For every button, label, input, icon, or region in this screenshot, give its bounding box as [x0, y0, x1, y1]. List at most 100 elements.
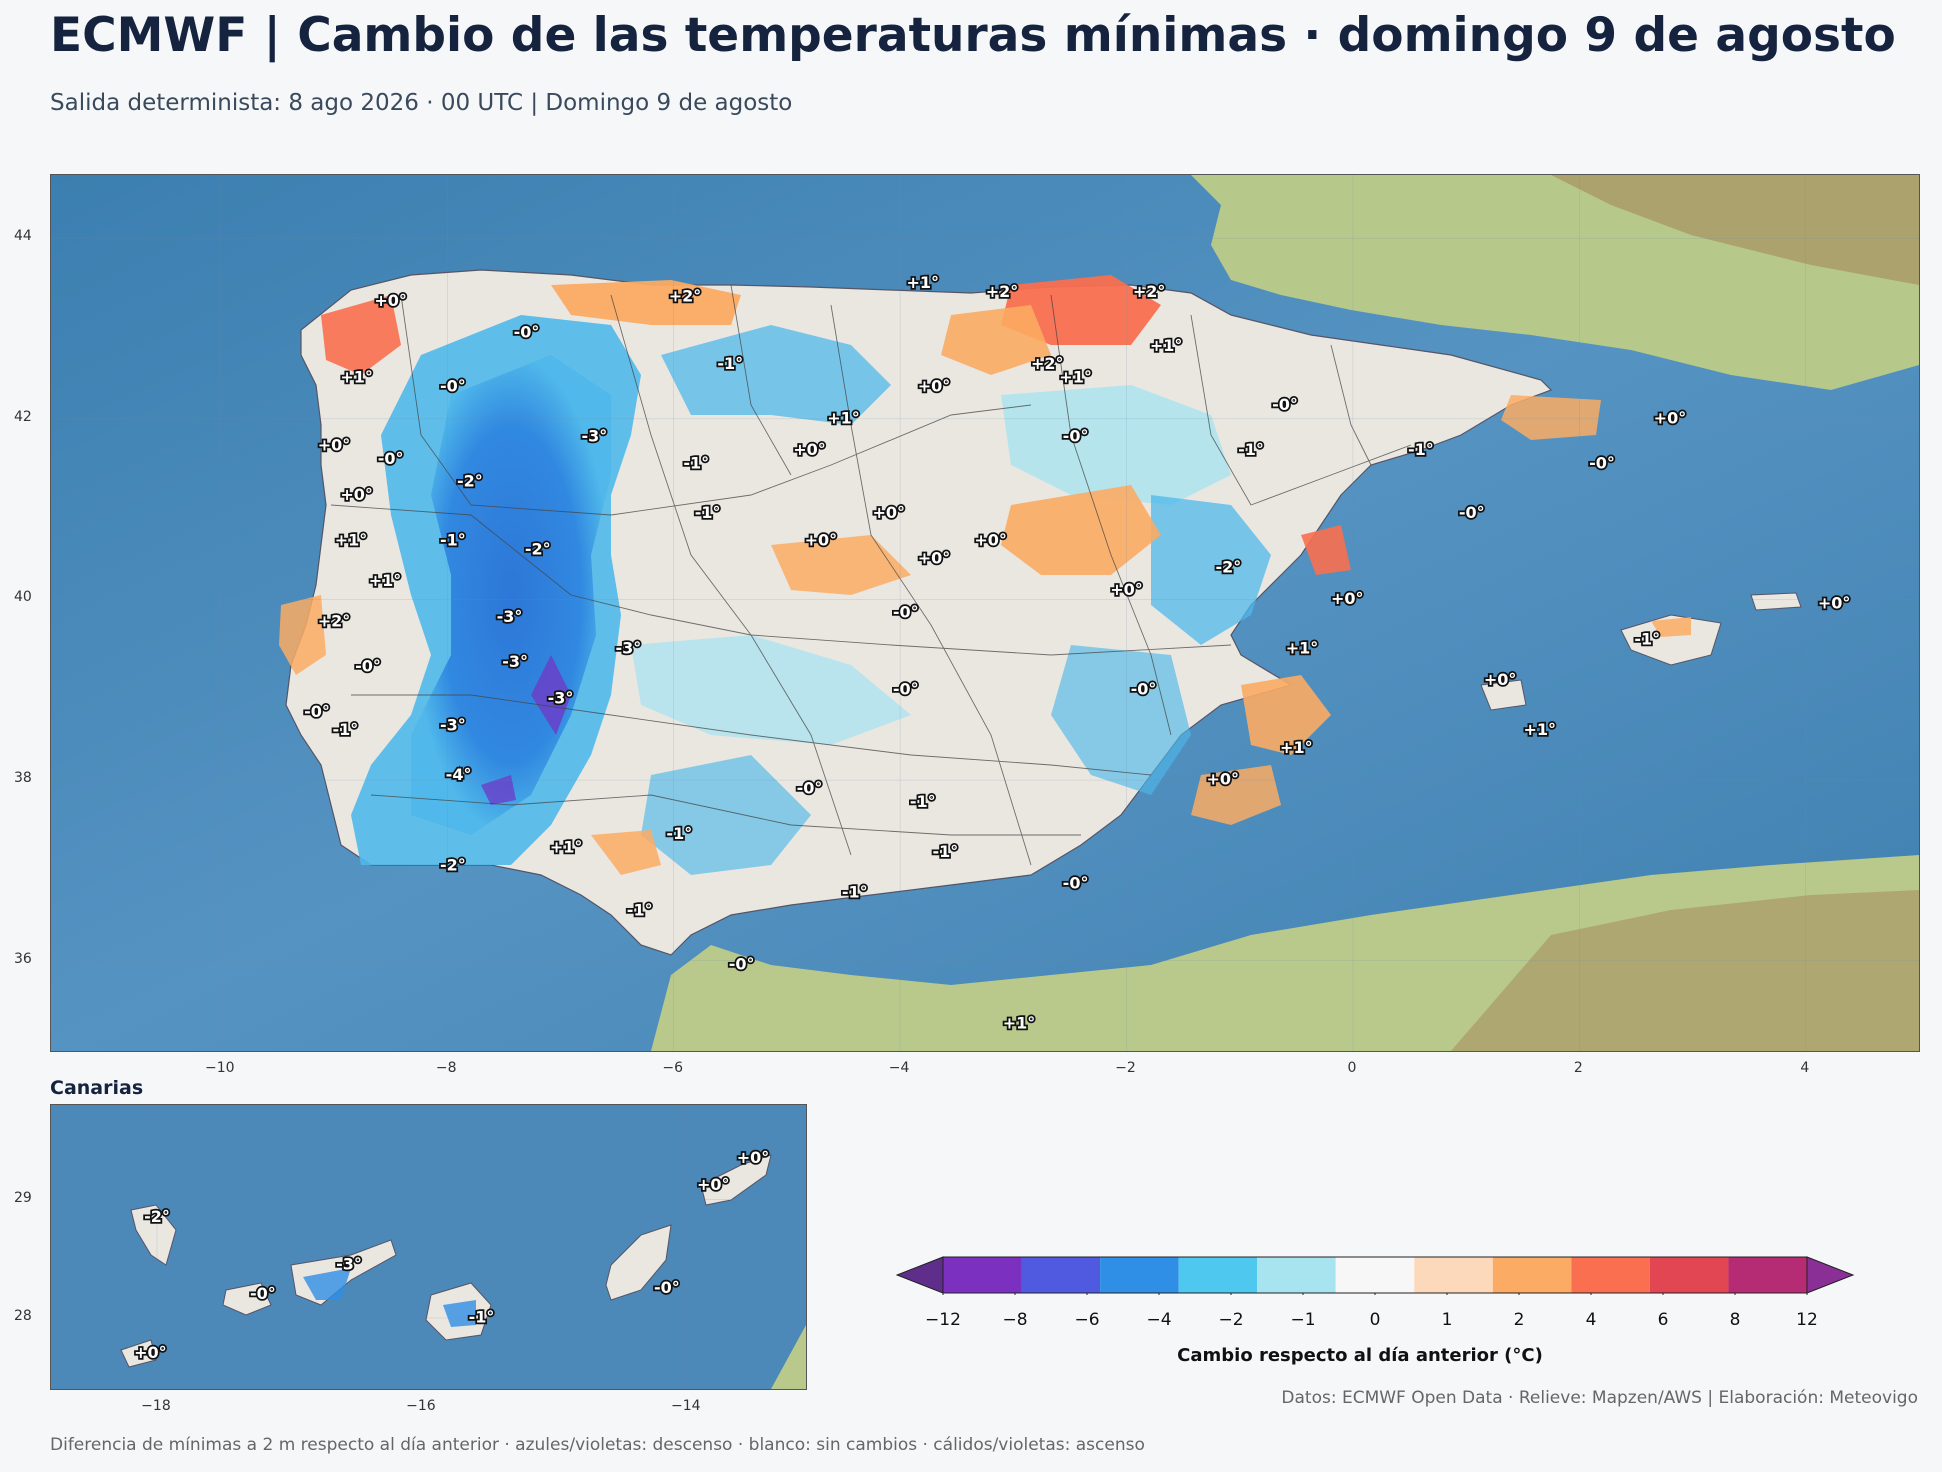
temperature-change-label: +0° — [1331, 589, 1364, 608]
field-warm-valencia — [1241, 675, 1331, 755]
field-warm-rioja — [941, 305, 1051, 375]
temperature-change-label: +0° — [974, 530, 1007, 549]
canary-y-tick-label: 28 — [14, 1308, 32, 1324]
temperature-change-label: +1° — [1150, 336, 1183, 355]
credits: Datos: ECMWF Open Data · Relieve: Mapzen… — [1281, 1388, 1918, 1408]
temperature-change-label: -2° — [525, 539, 551, 558]
temperature-change-label: -3° — [336, 1254, 362, 1273]
island-la-gomera — [222, 1282, 272, 1316]
temperature-change-label: -1° — [332, 720, 358, 739]
province-borders — [330, 284, 1412, 866]
canary-x-tick-label: −14 — [671, 1398, 701, 1414]
temperature-change-label: +1° — [340, 368, 373, 387]
island-el-hierro — [120, 1339, 157, 1368]
temperature-change-label: -1° — [717, 354, 743, 373]
temperature-change-label: +0° — [1484, 670, 1517, 689]
temperature-change-label: -1° — [1408, 440, 1434, 459]
temperature-change-label: +1° — [550, 837, 583, 856]
temperature-change-label: -0° — [654, 1278, 680, 1297]
colorbar-segment — [1728, 1257, 1807, 1293]
colorbar-segment — [1335, 1257, 1415, 1293]
temperature-change-label: -0° — [304, 702, 330, 721]
field-blue-south — [641, 755, 811, 875]
anomaly-labels: +0°-0°+2°+1° +2° +2°+1°+2°+1°+1° -0°-1°+0°+… — [302, 271, 1852, 1034]
temperature-change-label: -0° — [1459, 503, 1485, 522]
temperature-change-label: +1° — [1523, 720, 1556, 739]
temperature-change-label: -1° — [627, 901, 653, 920]
main-x-tick-label: 0 — [1347, 1060, 1357, 1076]
temperature-change-label: -3° — [502, 652, 528, 671]
field-violet-2 — [481, 775, 516, 805]
field-warm-murcia — [1191, 765, 1281, 825]
canary-x-tick-label: −16 — [406, 1398, 436, 1414]
temperature-change-label: +1° — [1280, 738, 1313, 757]
temperature-change-label: -1° — [469, 1308, 495, 1327]
main-x-tick-label: 2 — [1573, 1060, 1583, 1076]
temperature-change-label: +0° — [697, 1175, 730, 1194]
temperature-change-label: +1° — [906, 273, 939, 292]
field-blue-southeast — [1051, 645, 1191, 795]
temperature-change-label: -2° — [144, 1207, 170, 1226]
temperature-change-label: -2° — [440, 855, 466, 874]
field-violet — [531, 655, 571, 735]
field-blue-gran-canaria — [443, 1300, 476, 1327]
temperature-change-label: -0° — [1063, 426, 1089, 445]
colorbar-tick-label: −4 — [1146, 1310, 1172, 1330]
temperature-change-label: -1° — [1238, 440, 1264, 459]
canary-map[interactable]: -2° -0° -3° -1° -0° +0° +0° +0° — [50, 1104, 807, 1390]
canary-x-tick-label: −18 — [141, 1398, 171, 1414]
temperature-change-label: -3° — [615, 639, 641, 658]
temperature-change-label: -0° — [1131, 679, 1157, 698]
colorbar-tick-label: 4 — [1585, 1310, 1597, 1330]
page-subtitle: Salida determinista: 8 ago 2026 · 00 UTC… — [50, 90, 793, 116]
temperature-change-label: +2° — [1133, 282, 1166, 301]
land-menorca — [1750, 592, 1802, 611]
field-blue-north — [661, 325, 891, 425]
temperature-change-label: -1° — [440, 530, 466, 549]
temperature-change-label: -0° — [250, 1284, 276, 1303]
colorbar-tick-label: 1 — [1441, 1310, 1453, 1330]
field-warm-huelva — [591, 830, 661, 875]
colorbar-segment — [1414, 1257, 1493, 1293]
canary-inset-title: Canarias — [50, 1077, 144, 1099]
temperature-change-label: +1° — [369, 571, 402, 590]
field-warm-iberico — [1001, 485, 1161, 575]
temperature-change-label: -1° — [910, 792, 936, 811]
colorbar-tick-label: 12 — [1796, 1310, 1818, 1330]
temperature-change-label: -1° — [683, 453, 709, 472]
temperature-change-label: +1° — [827, 408, 860, 427]
colorbar-tick-label: −2 — [1218, 1310, 1244, 1330]
colorbar-segment — [1257, 1257, 1336, 1293]
main-x-tick-label: −6 — [662, 1060, 683, 1076]
field-lightblue-ebro — [1001, 385, 1231, 505]
colorbar-tick-label: −8 — [1002, 1310, 1028, 1330]
canary-graticule — [51, 1105, 806, 1389]
temperature-change-label: +0° — [1206, 770, 1239, 789]
field-warm-asturias — [551, 280, 741, 325]
colorbar-segment — [1649, 1257, 1729, 1293]
land-relief-africa — [1451, 890, 1919, 1051]
temperature-change-label: -3° — [582, 426, 608, 445]
temperature-change-label: +1° — [1059, 368, 1092, 387]
temperature-change-label: +0° — [918, 548, 951, 567]
main-y-tick-label: 40 — [14, 589, 32, 606]
temperature-change-label: +0° — [737, 1148, 770, 1167]
temperature-change-label: +2° — [986, 282, 1019, 301]
temperature-change-label: -0° — [355, 657, 381, 676]
temperature-change-label: -3° — [497, 607, 523, 626]
colorbar-segment — [1021, 1257, 1101, 1293]
main-x-tick-label: 4 — [1800, 1060, 1810, 1076]
footnote: Diferencia de mínimas a 2 m respecto al … — [50, 1435, 1145, 1455]
main-x-tick-label: −4 — [888, 1060, 910, 1076]
temperature-change-label: -0° — [1063, 873, 1089, 892]
field-warm-castellon — [1301, 525, 1351, 575]
temperature-change-label: -0° — [1272, 395, 1298, 414]
temperature-change-label: +0° — [1818, 593, 1851, 612]
temperature-change-label: +0° — [374, 291, 407, 310]
temperature-change-label: -1° — [842, 882, 868, 901]
field-warm-catalonia — [1501, 395, 1601, 440]
temperature-change-label: -1° — [1634, 630, 1660, 649]
sea-canary — [51, 1105, 806, 1389]
iberia-map[interactable]: +0° -0° +2° +1° +2° +2° +1° +2° +1° +1° -0° -1° +0° +… — [50, 174, 1920, 1052]
temperature-change-label: +1° — [335, 530, 368, 549]
